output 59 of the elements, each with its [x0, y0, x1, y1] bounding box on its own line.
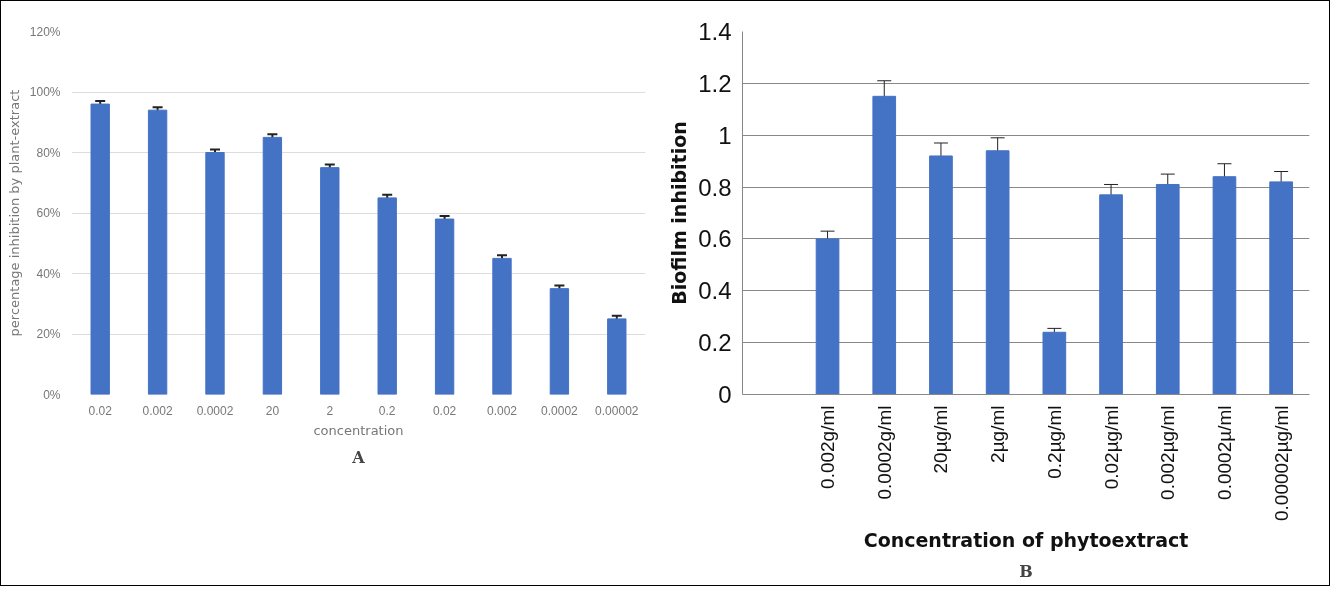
x-tick-label: 0.002µg/ml: [1157, 405, 1179, 500]
text: B: [1019, 561, 1033, 581]
x-tick-label: 0.0002µ/ml: [1213, 405, 1235, 500]
y-tick-label: 0.2: [698, 329, 732, 357]
x-tick-label: 0.02: [432, 403, 457, 418]
y-tick-label: 0.8: [698, 173, 732, 201]
y-tick-label: 0: [718, 381, 732, 408]
y-tick-label: 20%: [36, 327, 61, 341]
bar: [205, 152, 225, 395]
bar: [434, 218, 455, 395]
x-tick-label: 2: [326, 403, 334, 418]
bar: [872, 95, 897, 395]
x-tick-label: 20: [265, 403, 280, 418]
y-axis-title: Biofilm inhibition: [668, 121, 691, 305]
bar: [1042, 331, 1067, 395]
x-tick-label: 0.0002: [541, 403, 579, 418]
y-tick-label: 1.2: [698, 69, 732, 97]
bar: [1269, 181, 1293, 395]
x-tick-label: 0.002: [486, 403, 518, 418]
x-tick-label: 0.2: [378, 403, 396, 418]
y-tick-label: 60%: [36, 206, 61, 220]
x-tick-label: 0.002g/ml: [817, 405, 839, 489]
bar: [1212, 176, 1237, 395]
bar: [147, 109, 168, 395]
x-tick-label: 0.0002: [196, 403, 234, 418]
y-tick-label: 40%: [36, 266, 61, 281]
x-tick-label: 0.2µg/ml: [1043, 405, 1065, 479]
x-axis-title: Concentration of phytoextract: [863, 529, 1189, 552]
bar: [1099, 194, 1123, 395]
y-tick-label: 100%: [29, 85, 61, 99]
bar: [320, 167, 340, 395]
text: A: [351, 447, 366, 467]
y-tick-label: 1.4: [698, 18, 732, 45]
bar: [607, 318, 627, 395]
y-tick-label: 0.4: [698, 277, 732, 305]
bar: [985, 150, 1010, 395]
bar: [377, 197, 397, 395]
y-tick-label: 0.6: [698, 225, 732, 253]
x-tick-label: 20µg/ml: [930, 405, 952, 474]
bar: [262, 136, 283, 395]
y-axis-title: percentage inhibition by plant-extract: [6, 89, 22, 337]
y-tick-label: 80%: [36, 145, 61, 160]
x-axis-title: concentration: [313, 422, 404, 438]
bar: [492, 257, 512, 395]
x-tick-label: 0.02µg/ml: [1100, 405, 1122, 490]
bar: [1155, 183, 1180, 395]
x-tick-label: 0.02: [88, 403, 113, 418]
x-tick-label: 2µg/ml: [987, 405, 1009, 463]
x-tick-label: 0.00002: [595, 403, 639, 418]
bar: [815, 238, 840, 395]
y-tick-label: 0%: [43, 387, 61, 402]
y-tick-label: 1: [718, 121, 732, 149]
bar: [549, 288, 570, 395]
x-tick-label: 0.00002µg/ml: [1270, 405, 1292, 522]
x-tick-label: 0.0002g/ml: [873, 405, 895, 500]
bar: [929, 155, 953, 395]
x-tick-label: 0.002: [142, 403, 173, 418]
y-tick-label: 120%: [29, 24, 61, 39]
bar: [90, 103, 110, 395]
